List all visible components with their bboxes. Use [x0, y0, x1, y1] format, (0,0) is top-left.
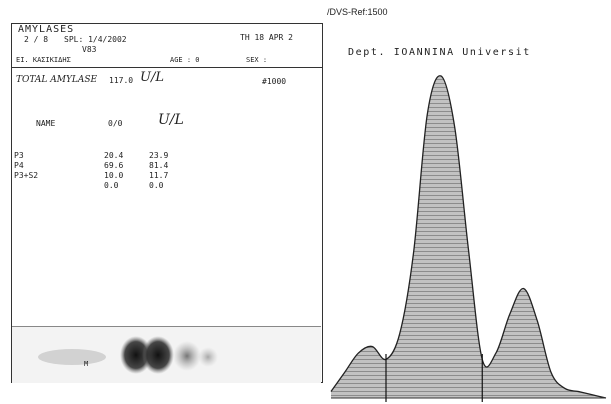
patient-number: 2 / 8 [24, 35, 49, 44]
table-row-name: P4 [14, 161, 24, 170]
gel-marker-label: M [84, 360, 89, 368]
reference-header: /DVS-Ref:1500 [327, 7, 388, 17]
column-name-header: NAME [36, 119, 56, 128]
table-row-percent: 10.0 [104, 171, 124, 180]
table-row-percent: 0.0 [104, 181, 119, 190]
table-row-ul: 23.9 [149, 151, 169, 160]
densitogram-line [330, 75, 607, 399]
sample-code: #1000 [262, 77, 287, 86]
report-date: TH 18 APR 2 [240, 33, 293, 42]
header-divider [12, 67, 322, 68]
table-row-ul: 11.7 [149, 171, 169, 180]
table-row-ul: 81.4 [149, 161, 169, 170]
table-row-percent: 69.6 [104, 161, 124, 170]
age-label: AGE : 0 [170, 56, 200, 64]
report-panel: AMYLASES 2 / 8 SPL: 1/4/2002 V83 TH 18 A… [11, 23, 323, 383]
total-amylase-unit: U/L [140, 70, 164, 85]
column-ul-header: U/L [158, 112, 184, 128]
electrophoresis-gel-strip: M [12, 326, 321, 383]
report-title: AMYLASES [18, 24, 75, 35]
column-percent-header: 0/0 [108, 119, 123, 128]
table-row-name: P3 [14, 151, 24, 160]
sex-label: SEX : [246, 56, 268, 64]
patient-name: ΕΙ. ΚΑΣΙΚΙΔΗΣ [16, 56, 71, 64]
table-row-name: P3+S2 [14, 171, 39, 180]
densitogram-area [331, 75, 606, 399]
table-row-percent: 20.4 [104, 151, 124, 160]
table-row-ul: 0.0 [149, 181, 164, 190]
total-amylase-value: 117.0 [109, 76, 134, 85]
spl-sub: V83 [82, 45, 97, 54]
gel-bands [38, 336, 218, 374]
spl-label: SPL: 1/4/2002 [64, 35, 127, 44]
department-label: Dept. IOANNINA Universit [348, 47, 531, 58]
total-amylase-label: TOTAL AMYLASE [16, 75, 98, 85]
